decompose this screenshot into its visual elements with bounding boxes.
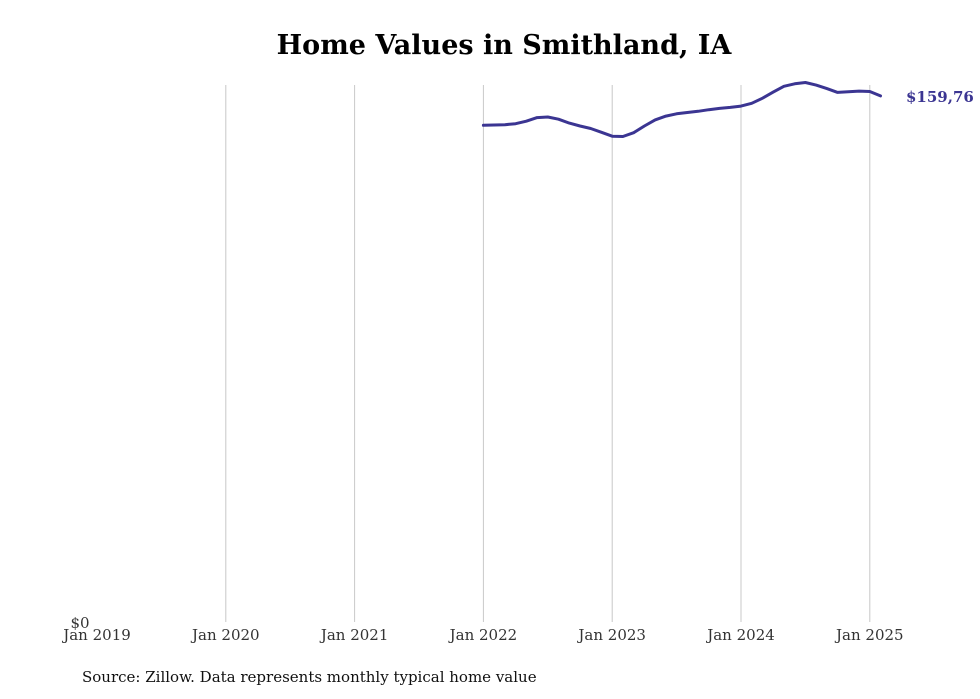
y-tick-label: $0 — [70, 614, 89, 632]
x-tick-label: Jan 2022 — [448, 626, 518, 644]
series-line — [481, 81, 882, 138]
series-layer — [481, 81, 882, 138]
chart-title: Home Values in Smithland, IA — [276, 30, 732, 61]
grid-layer — [225, 85, 871, 622]
x-tick-label: Jan 2021 — [319, 626, 389, 644]
x-tick-label: Jan 2020 — [190, 626, 260, 644]
x-axis-ticks: Jan 2019 Jan 2020 Jan 2021 Jan 2022 Jan 2023… — [61, 626, 903, 644]
x-tick-label: Jan 2023 — [576, 626, 646, 644]
source-note: Source: Zillow. Data represents monthly … — [82, 668, 537, 686]
x-tick-label: Jan 2025 — [834, 626, 904, 644]
end-value-label: $159,76 — [906, 88, 974, 106]
x-tick-label: Jan 2019 — [61, 626, 131, 644]
x-tick-label: Jan 2024 — [705, 626, 775, 644]
